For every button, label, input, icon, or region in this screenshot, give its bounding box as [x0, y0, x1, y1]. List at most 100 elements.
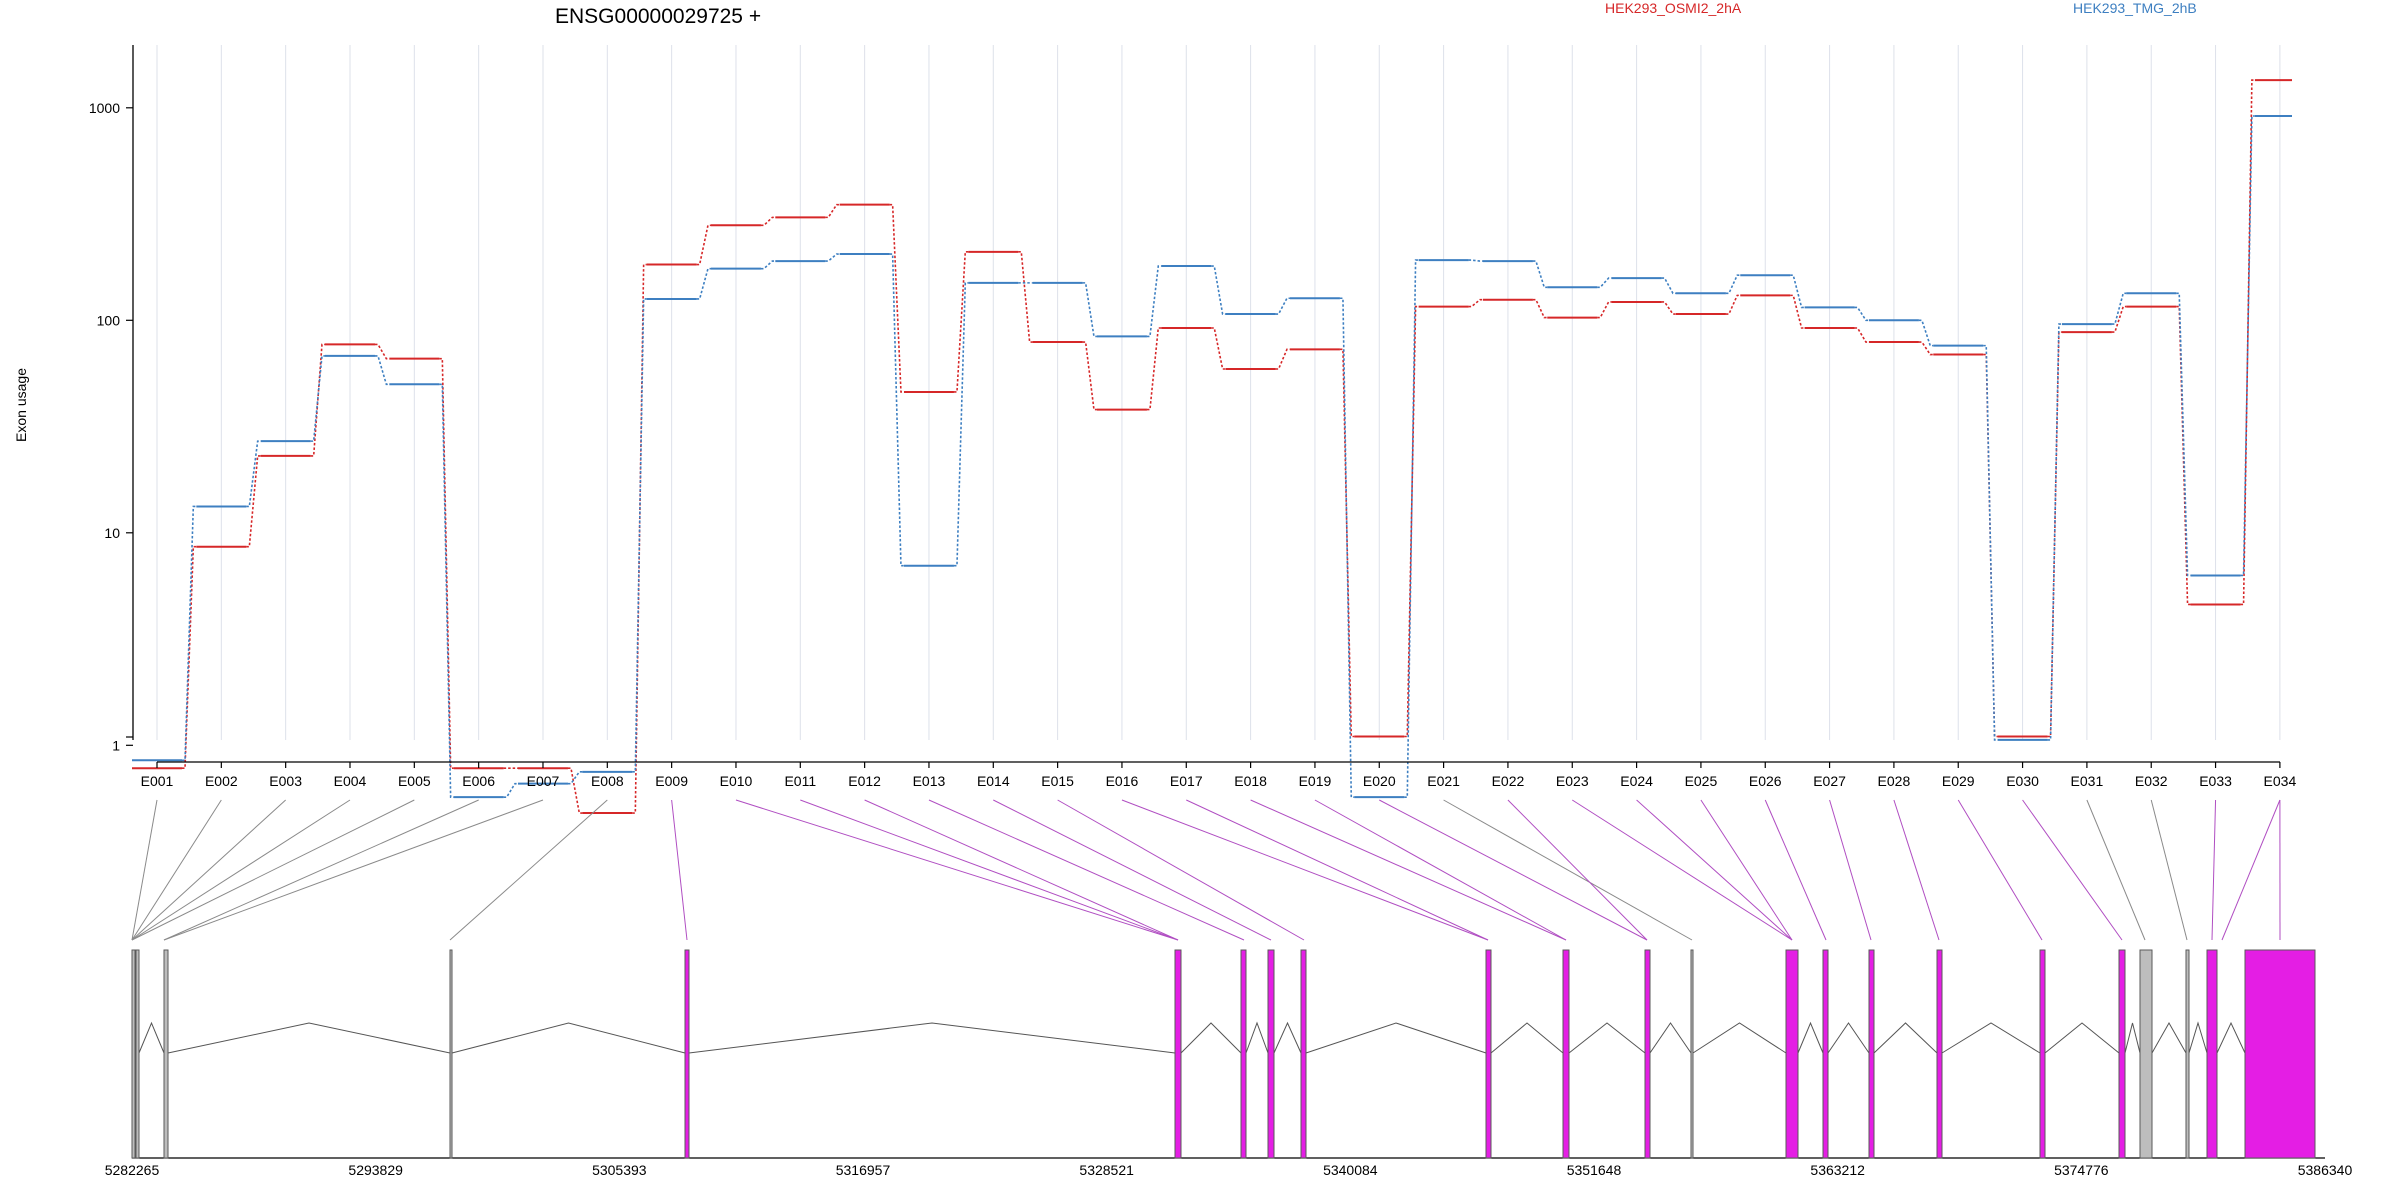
- exon-box: [2139, 949, 2153, 1159]
- series-transition: [1404, 259, 1419, 798]
- x-tick-label: E009: [655, 773, 688, 789]
- x-tick-label: E015: [1041, 773, 1074, 789]
- exon-box: [1644, 949, 1651, 1159]
- series-transition: [246, 455, 261, 548]
- series-line: [132, 114, 2292, 799]
- exon-connector: [131, 799, 351, 941]
- exon-connector: [800, 799, 1179, 941]
- x-tick-label: E014: [977, 773, 1010, 789]
- x-ticks: E001 E002 E003 E004 E005 E006 E007 E008 E009 E010…: [141, 762, 2297, 789]
- intron-line: [1273, 1021, 1302, 1054]
- intron-line: [2216, 1021, 2246, 1054]
- series-transition: [696, 224, 711, 266]
- x-tick-label: E019: [1299, 773, 1332, 789]
- intron-line: [2124, 1022, 2141, 1054]
- intron-line: [1827, 1022, 1870, 1054]
- series-line: [132, 79, 2292, 815]
- exon-connector: [1443, 799, 1693, 941]
- series-transition: [1532, 298, 1548, 319]
- x-tick-label: E029: [1942, 773, 1975, 789]
- series-transition: [439, 383, 454, 798]
- exon-box: [1785, 949, 1799, 1159]
- exon-box: [1300, 949, 1307, 1159]
- series-transition: [567, 767, 583, 814]
- series-transition: [2240, 115, 2255, 577]
- series-transition: [1597, 301, 1612, 319]
- x-tick-label: E022: [1492, 773, 1525, 789]
- series-transition: [1275, 348, 1290, 370]
- exon-connector: [1121, 799, 1489, 941]
- exon-connector: [2150, 799, 2188, 941]
- series-transition: [1339, 348, 1355, 738]
- exon-connector: [671, 799, 688, 941]
- series-transition: [1146, 327, 1162, 411]
- genome-tick-label: 5363212: [1810, 1162, 1865, 1178]
- x-tick-label: E003: [269, 773, 302, 789]
- exon-connector: [1829, 799, 1872, 941]
- genome-tick-label: 5374776: [2054, 1162, 2109, 1178]
- exon-connector: [163, 799, 544, 941]
- intron-line: [1180, 1022, 1242, 1054]
- series-transition: [632, 298, 647, 773]
- series-transition: [1211, 265, 1226, 315]
- exon-connector: [993, 799, 1272, 941]
- series-transition: [1854, 327, 1869, 343]
- series-transition: [567, 771, 583, 785]
- x-tick-label: E023: [1556, 773, 1589, 789]
- exon-connector: [2221, 799, 2281, 941]
- intron-line: [1692, 1022, 1787, 1054]
- series-transition: [1146, 265, 1162, 338]
- series-transition: [1790, 294, 1805, 329]
- intron-line: [2151, 1021, 2187, 1054]
- legend-label-tmg: HEK293_TMG_2hB: [2073, 0, 2197, 16]
- genome-tick-label: 5316957: [836, 1162, 891, 1178]
- exon-connector: [1893, 799, 1940, 941]
- exon-box: [1822, 949, 1829, 1159]
- x-tick-label: E034: [2264, 773, 2297, 789]
- exon-connector: [928, 799, 1245, 941]
- x-tick-label: E002: [205, 773, 238, 789]
- exon-connector: [1250, 799, 1567, 941]
- series-transition: [310, 343, 325, 457]
- exon-connector: [1571, 799, 1793, 941]
- exon-connector: [131, 799, 158, 941]
- series-transition: [1468, 259, 1483, 262]
- x-tick-label: E011: [784, 773, 816, 789]
- genome-tick-label: 5386340: [2298, 1162, 2353, 1178]
- x-tick-label: E006: [462, 773, 495, 789]
- exon-connector: [1379, 799, 1648, 941]
- series-lines: [132, 79, 2292, 815]
- intron-line: [2044, 1022, 2120, 1054]
- intron-line: [1873, 1022, 1938, 1054]
- x-tick-label: E024: [1620, 773, 1653, 789]
- x-tick-label: E017: [1170, 773, 1203, 789]
- series-transition: [374, 355, 390, 386]
- series-transition: [889, 203, 904, 393]
- series-transition: [1597, 277, 1612, 289]
- exon-box: [449, 949, 453, 1159]
- series-transition: [374, 343, 390, 360]
- x-tick-label: E001: [141, 773, 174, 789]
- series-transition: [2240, 79, 2255, 606]
- series-transition: [2176, 305, 2191, 606]
- intron-line: [1568, 1022, 1646, 1054]
- series-transition: [2176, 292, 2191, 577]
- series-transition: [2111, 305, 2127, 333]
- series-transition: [696, 267, 711, 300]
- exon-connector: [2086, 799, 2146, 941]
- exon-box: [684, 949, 690, 1159]
- exon-box: [1690, 949, 1694, 1159]
- genome-tick-label: 5282265: [105, 1162, 160, 1178]
- exon-track: [131, 949, 2316, 1159]
- series-transition: [1339, 297, 1355, 798]
- exon-box: [2185, 949, 2190, 1159]
- series-transition: [1018, 251, 1033, 343]
- y-ticks: 1 10 100 1000: [89, 100, 133, 753]
- x-tick-label: E004: [334, 773, 367, 789]
- x-tick-label: E016: [1106, 773, 1139, 789]
- series-transition: [310, 355, 325, 442]
- genome-tick-label: 5351648: [1567, 1162, 1622, 1178]
- exon-connector: [1057, 799, 1305, 941]
- intron-line: [1490, 1022, 1564, 1054]
